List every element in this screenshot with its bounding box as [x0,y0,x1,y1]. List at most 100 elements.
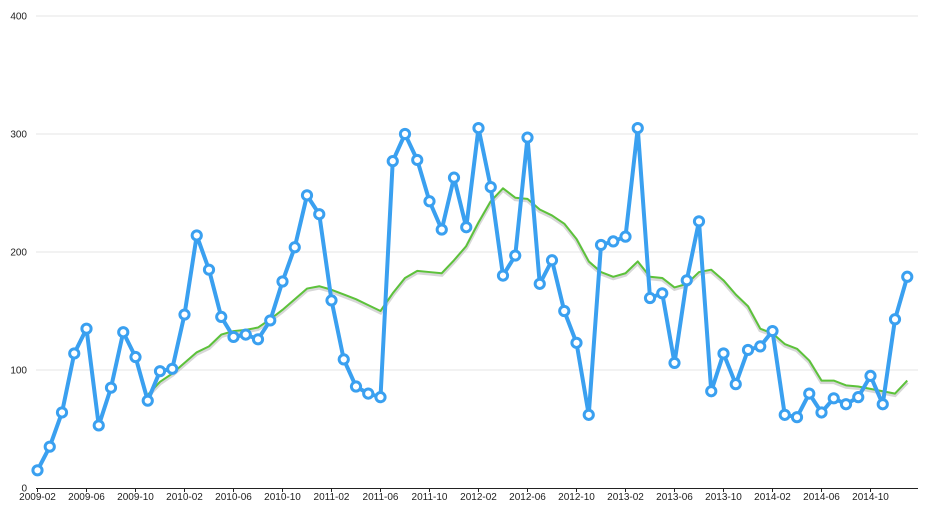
data-point [766,324,779,338]
x-tick-label: 2009-02 [19,492,56,503]
data-point [337,353,350,366]
x-tick-label: 2011-10 [412,492,448,503]
data-point [484,181,497,194]
data-point [129,350,142,364]
data-point [190,229,203,242]
data-point [276,275,289,288]
data-point [827,392,840,405]
data-point [668,356,681,370]
x-tick-label: 2011-02 [314,492,350,503]
data-point [496,269,510,282]
data-point [790,411,804,424]
data-point [533,277,546,290]
data-point [435,223,448,236]
data-point [778,408,791,421]
data-point [888,313,902,326]
data-point [386,155,399,168]
data-point [80,322,93,335]
data-point [570,336,583,349]
x-tick-label: 2010-02 [166,492,203,503]
y-tick-label: 0 [21,484,27,495]
data-point [153,365,167,378]
data-point [521,131,534,144]
data-point [839,398,853,411]
series-line-average [147,187,908,396]
y-tick-label: 200 [10,248,27,259]
data-point [31,464,44,477]
data-point [288,241,301,254]
data-point [594,238,608,252]
data-point [876,398,889,411]
data-point [545,254,559,267]
data-point [631,122,644,135]
x-tick-label: 2014-06 [803,492,840,503]
data-point [447,171,461,184]
data-point [68,347,81,360]
data-point [472,122,485,135]
x-tick-label: 2011-06 [363,492,399,503]
data-point [239,328,252,341]
data-point [741,343,755,357]
series-group [31,122,914,477]
data-point [362,387,375,400]
x-tick-label: 2010-06 [215,492,252,503]
data-point [460,221,473,234]
data-point [754,340,767,353]
data-point [166,362,179,375]
data-point [692,215,706,228]
data-point [656,287,669,300]
x-tick-label: 2013-02 [607,492,644,503]
data-point [717,347,730,360]
data-point [374,391,387,404]
data-point [423,195,436,208]
data-point [227,330,240,344]
x-tick-label: 2009-06 [68,492,105,503]
data-point [178,308,191,321]
data-point [582,408,595,421]
data-point [264,314,277,327]
axes [36,488,918,492]
data-point [349,380,363,393]
data-point [55,406,69,419]
data-point [680,274,693,287]
data-point [398,127,412,141]
data-point [43,440,56,453]
data-point [104,381,118,394]
data-point [215,310,228,323]
data-point [619,230,632,243]
x-tick-label: 2012-10 [558,492,595,503]
x-tick-label: 2010-10 [264,492,301,503]
x-tick-label: 2013-10 [705,492,742,503]
y-tick-labels: 0 100 200 300 400 [10,12,27,495]
data-point [313,208,326,221]
data-point [815,406,828,419]
y-tick-label: 400 [10,12,27,23]
data-point [117,326,130,339]
x-tick-labels: 2009-02 2009-06 2009-10 2010-02 2010-06 2010-… [19,492,889,503]
y-tick-label: 300 [10,130,27,141]
data-point [411,153,424,167]
x-tick-label: 2009-10 [117,492,154,503]
data-point [803,387,816,400]
data-point [92,419,105,432]
series-line-shadow [146,187,909,398]
data-point [729,378,742,391]
series-line-primary [35,126,910,473]
data-point [558,304,571,318]
data-point [141,394,154,407]
data-point [705,385,718,398]
y-tick-label: 100 [10,366,27,377]
data-point [643,291,657,305]
data-point [864,369,877,382]
data-point [251,333,265,346]
data-point [852,391,865,404]
x-tick-label: 2013-06 [656,492,693,503]
data-point [325,294,338,307]
data-point [300,189,314,202]
x-tick-label: 2014-10 [852,492,889,503]
x-tick-label: 2012-06 [509,492,546,503]
data-point [202,263,216,276]
gridlines [36,15,918,371]
data-point [901,270,914,283]
